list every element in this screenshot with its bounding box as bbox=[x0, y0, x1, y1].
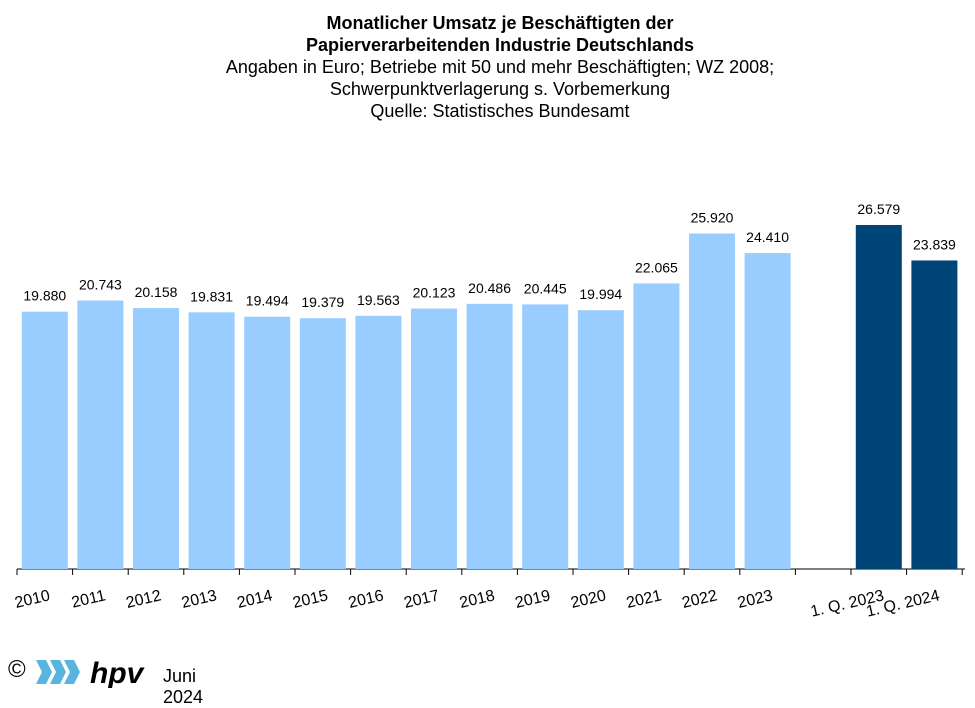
x-tick-label: 2011 bbox=[70, 587, 107, 611]
bar bbox=[411, 308, 457, 569]
data-label: 22.065 bbox=[635, 259, 678, 275]
data-label: 24.410 bbox=[746, 229, 789, 245]
chart-subtitle-line-1: Angaben in Euro; Betriebe mit 50 und meh… bbox=[225, 57, 775, 77]
x-tick-label: 2020 bbox=[569, 587, 608, 612]
bar bbox=[689, 233, 735, 569]
chart-title-line-2: Papierverarbeitenden Industrie Deutschla… bbox=[305, 35, 695, 55]
bar-chart: 19.880 2010 20.743 2011 20.158 2012 19.831 2013… bbox=[13, 201, 965, 621]
chart-title-block: Monatlicher Umsatz je Beschäftigten der … bbox=[0, 12, 975, 122]
data-label: 20.123 bbox=[413, 285, 456, 301]
x-tick-label: 2022 bbox=[680, 587, 719, 612]
data-label: 19.880 bbox=[23, 288, 66, 304]
data-label: 23.839 bbox=[913, 236, 956, 252]
logo-text: hpv bbox=[90, 657, 146, 688]
publication-date: Juni 2024 bbox=[163, 666, 204, 707]
data-label: 26.579 bbox=[857, 201, 900, 217]
bar bbox=[299, 318, 346, 569]
chart-subtitle-line-2: Schwerpunktverlagerung s. Vorbemerkung bbox=[329, 79, 671, 99]
x-tick-label: 2013 bbox=[180, 587, 219, 612]
x-tick-label: 2016 bbox=[347, 587, 386, 612]
x-tick-label: 2017 bbox=[402, 587, 441, 612]
data-label: 20.486 bbox=[468, 280, 511, 296]
bar bbox=[77, 300, 124, 569]
x-tick-label: 2010 bbox=[13, 587, 52, 612]
hpv-logo: hpv bbox=[36, 657, 146, 688]
data-label: 20.743 bbox=[79, 277, 122, 293]
x-tick-label: 2019 bbox=[514, 587, 553, 612]
data-label: 19.379 bbox=[301, 294, 344, 310]
x-tick-label: 2018 bbox=[458, 587, 497, 612]
bar bbox=[466, 303, 513, 569]
bar bbox=[355, 315, 402, 569]
bar bbox=[633, 283, 680, 569]
data-label: 19.494 bbox=[246, 293, 289, 309]
chart-title-line-1: Monatlicher Umsatz je Beschäftigten der bbox=[326, 13, 674, 33]
bar bbox=[133, 308, 179, 569]
data-label: 19.563 bbox=[357, 292, 400, 308]
data-label: 25.920 bbox=[691, 210, 734, 226]
copyright-symbol: © bbox=[8, 656, 26, 683]
x-tick-label: 2014 bbox=[236, 587, 275, 612]
x-tick-label: 2012 bbox=[124, 587, 163, 612]
x-tick-label: 2023 bbox=[736, 587, 775, 612]
bar bbox=[577, 310, 624, 569]
logo-chevrons-icon bbox=[36, 660, 80, 684]
bar bbox=[911, 260, 958, 569]
bar bbox=[188, 312, 235, 569]
bar bbox=[744, 253, 791, 569]
bar bbox=[21, 311, 68, 569]
data-label: 20.445 bbox=[524, 280, 567, 296]
bar bbox=[244, 316, 291, 569]
chart-source: Quelle: Statistisches Bundesamt bbox=[370, 101, 630, 121]
data-label: 19.831 bbox=[190, 288, 233, 304]
data-label: 20.158 bbox=[135, 284, 178, 300]
bar bbox=[522, 304, 569, 569]
data-label: 19.994 bbox=[579, 286, 622, 302]
x-tick-label: 2021 bbox=[625, 587, 664, 612]
bar bbox=[855, 225, 902, 569]
x-tick-label: 2015 bbox=[291, 587, 330, 612]
